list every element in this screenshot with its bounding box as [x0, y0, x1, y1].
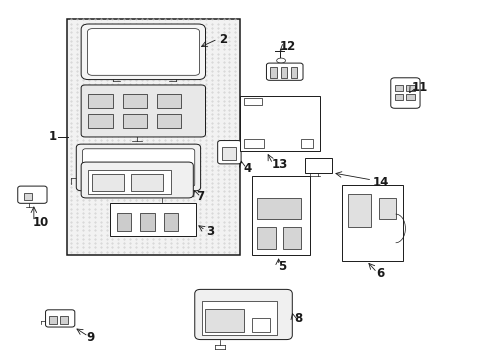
Bar: [270, 67, 276, 78]
FancyBboxPatch shape: [81, 85, 205, 137]
Bar: [117, 213, 131, 231]
Bar: [122, 94, 147, 108]
Bar: [131, 174, 162, 192]
FancyBboxPatch shape: [266, 63, 303, 80]
Bar: [406, 94, 414, 100]
Bar: [66, 19, 239, 255]
FancyBboxPatch shape: [194, 289, 292, 339]
Bar: [406, 85, 414, 91]
Text: 14: 14: [371, 176, 388, 189]
FancyBboxPatch shape: [82, 149, 194, 186]
Bar: [394, 85, 403, 91]
FancyBboxPatch shape: [81, 162, 193, 198]
Bar: [300, 139, 312, 148]
Bar: [201, 301, 277, 335]
Bar: [23, 193, 32, 201]
Bar: [110, 203, 195, 235]
Bar: [252, 176, 309, 255]
Bar: [305, 158, 331, 173]
Bar: [282, 227, 301, 249]
FancyBboxPatch shape: [18, 186, 47, 203]
Text: 3: 3: [206, 225, 214, 238]
Bar: [92, 174, 124, 192]
Text: 8: 8: [294, 312, 303, 325]
Text: 10: 10: [33, 216, 49, 229]
Bar: [205, 309, 244, 332]
Text: 5: 5: [277, 260, 285, 273]
Bar: [257, 198, 301, 220]
Bar: [157, 94, 181, 108]
Bar: [244, 139, 264, 148]
Bar: [88, 114, 113, 128]
Bar: [60, 316, 68, 324]
Bar: [394, 94, 403, 100]
Text: 7: 7: [196, 190, 204, 203]
Bar: [221, 147, 236, 160]
FancyBboxPatch shape: [76, 144, 200, 191]
Bar: [280, 67, 286, 78]
Text: 11: 11: [411, 81, 427, 94]
Text: 6: 6: [375, 267, 384, 280]
Bar: [140, 213, 155, 231]
Text: 4: 4: [243, 162, 251, 175]
Bar: [88, 170, 171, 194]
Bar: [341, 185, 402, 261]
Bar: [157, 114, 181, 128]
Bar: [239, 96, 320, 151]
Bar: [122, 114, 147, 128]
Text: 12: 12: [279, 40, 295, 53]
Bar: [347, 194, 370, 226]
Ellipse shape: [276, 58, 285, 63]
Bar: [88, 94, 113, 108]
Bar: [163, 213, 178, 231]
Text: 2: 2: [219, 32, 227, 46]
Text: 13: 13: [271, 158, 287, 171]
Bar: [251, 319, 270, 332]
Text: 1: 1: [48, 130, 57, 144]
FancyBboxPatch shape: [81, 24, 205, 80]
Bar: [290, 67, 297, 78]
Bar: [378, 198, 395, 220]
Text: 9: 9: [86, 330, 95, 343]
Bar: [49, 316, 57, 324]
FancyBboxPatch shape: [87, 29, 199, 75]
Bar: [244, 98, 261, 105]
FancyBboxPatch shape: [390, 78, 419, 108]
Bar: [257, 227, 275, 249]
FancyBboxPatch shape: [45, 310, 75, 327]
FancyBboxPatch shape: [217, 140, 241, 164]
